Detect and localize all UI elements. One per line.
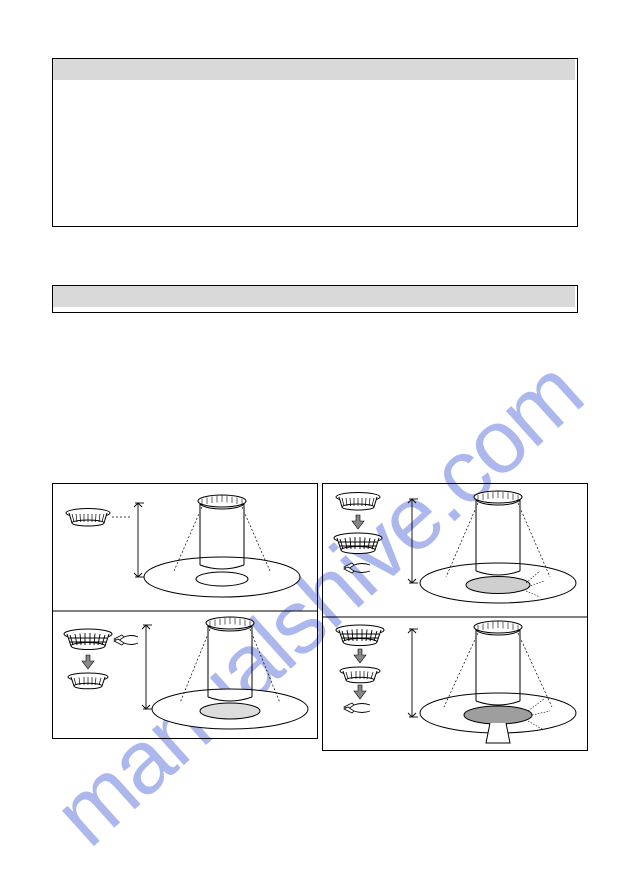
panel-right-2	[336, 621, 576, 743]
info-box-2-header	[53, 286, 575, 307]
info-box-1	[52, 58, 578, 227]
panel-left-1	[66, 495, 300, 597]
diagram-left	[52, 483, 318, 739]
page-root: manualshive.com	[0, 0, 629, 893]
panel-right-1	[334, 491, 576, 603]
panel-left-2	[64, 617, 308, 729]
diagram-right	[322, 483, 588, 751]
info-box-1-header	[53, 59, 575, 80]
